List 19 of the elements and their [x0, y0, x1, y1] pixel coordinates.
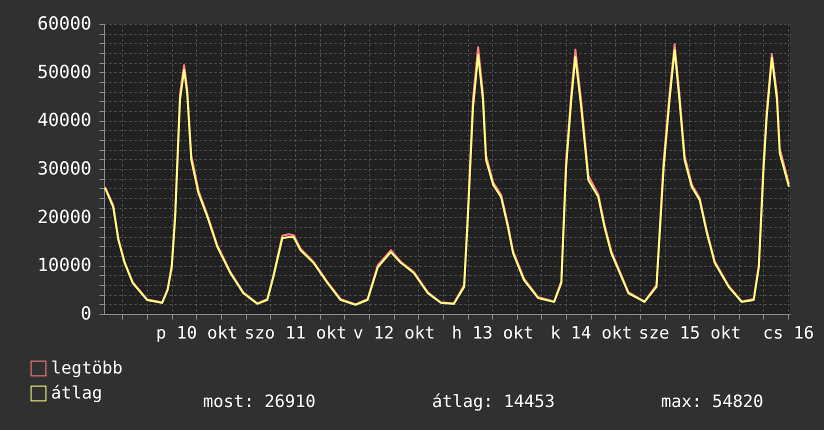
text: max: 54820 [661, 392, 764, 412]
x-tick-label: p 10 okt [156, 324, 238, 344]
y-tick-label: 40000 [37, 110, 92, 132]
text: most: 26910 [203, 392, 316, 412]
x-tick-label: h 13 okt [452, 324, 534, 344]
y-tick-label: 0 [80, 304, 92, 324]
x-tick-label: szo 11 okt [244, 324, 347, 344]
y-tick-label: 20000 [37, 206, 92, 228]
y-tick-label: 50000 [37, 62, 92, 83]
y-tick-label: 60000 [37, 14, 92, 34]
x-tick-label: v 12 okt [353, 324, 436, 344]
legend-label: átlag [51, 384, 102, 404]
x-tick-label: k 14 okt [550, 324, 632, 344]
x-tick-label: sze 15 okt [638, 324, 742, 344]
y-tick-label: 30000 [37, 158, 92, 180]
text: átlag: 14453 [432, 392, 555, 412]
x-tick-label: cs 16 [762, 324, 814, 344]
y-tick-label: 10000 [37, 255, 92, 276]
legend-label: legtöbb [51, 358, 123, 378]
